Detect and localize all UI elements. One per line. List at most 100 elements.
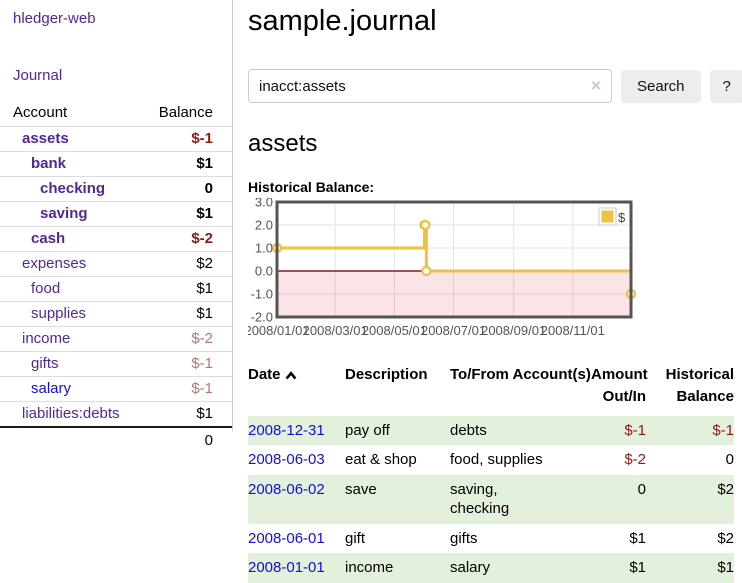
- main-content: sample.journal × Search ? assets Histori…: [244, 0, 742, 583]
- sidebar: hledger-web Journal Account Balance asse…: [0, 0, 233, 449]
- transaction-row: 2008-06-02 save saving, checking 0 $2: [248, 474, 734, 524]
- svg-text:2008/09/01: 2008/09/01: [481, 323, 546, 338]
- help-button[interactable]: ?: [709, 69, 742, 103]
- transaction-accounts: food, supplies: [450, 451, 543, 468]
- transaction-date-link[interactable]: 2008-06-02: [248, 480, 325, 498]
- account-link-assets[interactable]: assets: [22, 130, 69, 147]
- sort-ascending-icon: [285, 365, 297, 387]
- account-link-expenses[interactable]: expenses: [22, 255, 87, 272]
- svg-text:-1.0: -1.0: [251, 287, 273, 302]
- account-link-saving[interactable]: saving: [40, 205, 88, 222]
- account-row: income $-2: [0, 326, 232, 352]
- transaction-balance: 0: [725, 451, 734, 468]
- account-balance: $-2: [191, 230, 213, 247]
- accounts-total-row: 0: [0, 427, 232, 453]
- transaction-row: 2008-12-31 pay off debts $-1 $-1: [248, 415, 734, 445]
- transaction-date-link[interactable]: 2008-01-01: [248, 559, 325, 576]
- accounts-header-row: Account Balance: [0, 100, 232, 127]
- date-header-label: Date: [248, 366, 281, 383]
- sidebar-item-journal[interactable]: Journal: [13, 67, 63, 84]
- account-link-gifts[interactable]: gifts: [31, 355, 59, 372]
- svg-text:1.0: 1.0: [255, 241, 273, 256]
- account-link-supplies[interactable]: supplies: [31, 305, 87, 322]
- accounts-header-balance: Balance: [158, 104, 213, 121]
- account-row: supplies $1: [0, 301, 232, 327]
- search-input[interactable]: [248, 69, 612, 103]
- account-balance: $1: [196, 405, 213, 422]
- page-title: sample.journal: [248, 5, 437, 37]
- account-row: bank $1: [0, 151, 232, 177]
- account-balance: $-1: [191, 355, 213, 372]
- register-header-date[interactable]: Date: [248, 362, 345, 416]
- chart-legend: $: [598, 207, 626, 226]
- app-title-link[interactable]: hledger-web: [13, 10, 96, 27]
- transaction-amount: $-2: [624, 451, 646, 468]
- register-header-amount: Amount Out/In: [591, 366, 648, 405]
- transaction-balance: $2: [717, 529, 734, 547]
- account-row: expenses $2: [0, 251, 232, 277]
- chart-title: Historical Balance:: [248, 179, 375, 195]
- transaction-amount: $1: [629, 529, 646, 547]
- transaction-balance: $2: [646, 474, 734, 524]
- account-balance: $1: [196, 155, 213, 172]
- account-row: salary $-1: [0, 376, 232, 402]
- svg-text:2.0: 2.0: [255, 218, 273, 233]
- register-header-historical: Historical Balance: [665, 366, 734, 405]
- historical-balance-chart: $3.0 2.0 1.0 0.0 -1.0 -2.0 2008/01/01 2008/03/0…: [244, 195, 742, 345]
- transaction-accounts: saving, checking: [450, 474, 591, 524]
- account-link-bank[interactable]: bank: [31, 155, 67, 172]
- svg-text:$: $: [618, 210, 626, 225]
- accounts-total-value: 0: [204, 432, 213, 449]
- account-row: assets $-1: [0, 126, 232, 152]
- account-row: liabilities:debts $1: [0, 401, 232, 428]
- account-balance: $1: [196, 305, 213, 322]
- svg-text:2008/05/01: 2008/05/01: [362, 323, 427, 338]
- accounts-header-account: Account: [13, 104, 68, 121]
- account-row: cash $-2: [0, 226, 232, 252]
- svg-text:2008/07/01: 2008/07/01: [421, 323, 486, 338]
- transaction-description: income: [345, 553, 450, 583]
- transaction-amount: $-1: [591, 415, 646, 445]
- svg-text:-2.0: -2.0: [251, 310, 273, 325]
- svg-text:2008/11/01: 2008/11/01: [541, 323, 605, 338]
- transaction-amount: 0: [591, 474, 646, 524]
- account-row: gifts $-1: [0, 351, 232, 377]
- svg-text:2008/01/01: 2008/01/01: [248, 323, 310, 338]
- account-balance: $-1: [191, 380, 213, 397]
- account-balance: $1: [196, 280, 213, 297]
- account-balance: $-1: [191, 130, 213, 147]
- register-table: Date Description To/From Account(s) Amou…: [248, 362, 734, 583]
- account-link-liabilities-debts[interactable]: liabilities:debts: [22, 405, 120, 422]
- account-link-cash[interactable]: cash: [31, 230, 66, 247]
- account-balance: 0: [204, 180, 213, 197]
- search-button[interactable]: Search: [621, 69, 701, 103]
- svg-text:2008/03/01: 2008/03/01: [303, 323, 368, 338]
- transaction-row: 2008-01-01 income salary $1 $1: [248, 553, 734, 583]
- transaction-accounts: salary: [450, 553, 591, 583]
- transaction-date-link[interactable]: 2008-12-31: [248, 421, 325, 439]
- account-row: saving $1: [0, 201, 232, 227]
- account-balance: $-2: [191, 330, 213, 347]
- account-link-checking[interactable]: checking: [40, 180, 106, 197]
- account-row: checking 0: [0, 176, 232, 202]
- account-link-income[interactable]: income: [22, 330, 71, 347]
- transaction-description: gift: [345, 529, 366, 547]
- register-header-description: Description: [345, 366, 428, 383]
- transaction-balance: $1: [646, 553, 734, 583]
- account-balance: $1: [196, 205, 213, 222]
- account-heading: assets: [248, 130, 318, 157]
- transaction-date-link[interactable]: 2008-06-03: [248, 451, 325, 468]
- account-row: food $1: [0, 276, 232, 302]
- sidebar-accounts-body: assets $-1 bank $1 checking 0 saving $1 cash $-2 e…: [0, 126, 232, 428]
- account-link-food[interactable]: food: [31, 280, 61, 297]
- clear-search-icon[interactable]: ×: [591, 76, 601, 95]
- transaction-description: save: [345, 474, 450, 524]
- transaction-description: eat & shop: [345, 451, 417, 468]
- transaction-accounts: gifts: [450, 529, 478, 547]
- transaction-description: pay off: [345, 415, 450, 445]
- register-body: 2008-12-31 pay off debts $-1 $-1 2008-06-03 ea…: [248, 415, 734, 583]
- transaction-date-link[interactable]: 2008-06-01: [248, 529, 325, 547]
- transaction-row: 2008-06-01 gift gifts $1 $2: [248, 524, 734, 554]
- account-link-salary[interactable]: salary: [31, 380, 72, 397]
- register-header-row: Date Description To/From Account(s) Amou…: [248, 362, 734, 416]
